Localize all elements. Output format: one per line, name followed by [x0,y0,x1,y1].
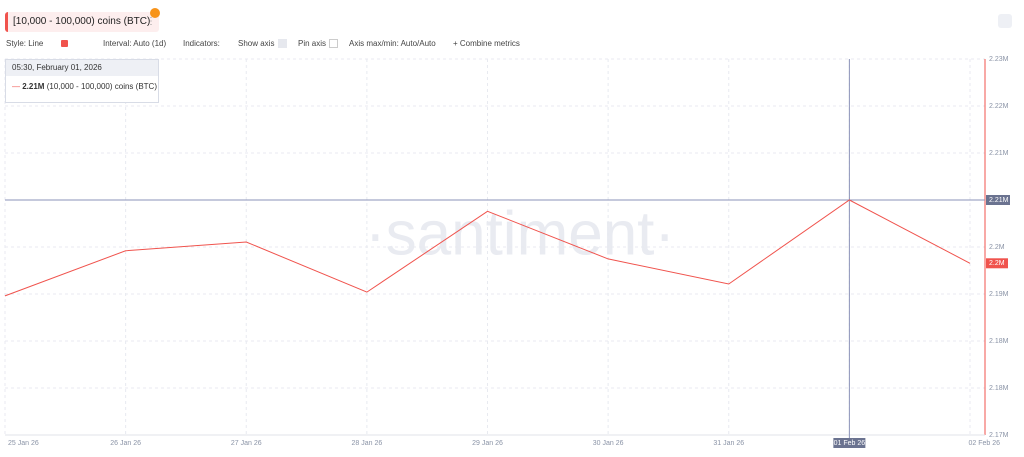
x-tick-label: 26 Jan 26 [110,440,141,447]
y-tick-label: 2.22M [989,103,1009,110]
x-tick-label: 25 Jan 26 [8,440,39,447]
checkbox[interactable] [329,39,338,48]
show-axis[interactable]: Show axis [238,39,275,48]
last-value-label: 2.2M [989,260,1005,267]
metric-name: [10,000 - 100,000) coins (BTC) [13,16,151,27]
line [4,199,971,297]
color-swatch[interactable] [61,40,68,47]
y-tick-label: 2.21M [989,150,1009,157]
more[interactable]: ⋮ [146,16,156,27]
x-tick-label: 01 Feb 26 [834,440,866,447]
last-value-box [986,258,1008,269]
crosshair-label: 2.21M [989,197,1009,204]
watermark: ·santiment· [365,199,675,268]
crosshair-box [986,195,1010,205]
indicators[interactable]: Indicators: [183,39,220,48]
x-tick-label: 31 Jan 26 [713,440,744,447]
x-tick-label: 30 Jan 26 [593,440,624,447]
style[interactable]: Style: Line [6,39,44,48]
y-tick-label: 2.18M [989,385,1009,392]
x-tick-label: 28 Jan 26 [352,440,383,447]
x-highlight [833,438,866,448]
settings[interactable] [998,14,1012,28]
x-tick-label: 02 Feb 26 [968,440,1000,447]
metric-chip[interactable]: [10,000 - 100,000) coins (BTC) ⋮ [5,12,159,32]
pin-axis[interactable]: Pin axis [298,39,327,48]
x-tick-label: 27 Jan 26 [231,440,262,447]
x-tick-label: 29 Jan 26 [472,440,503,447]
checkbox[interactable] [278,39,287,48]
y-tick-label: 2.23M [989,56,1009,63]
tooltip: 05:30, February 01, 2026 — 2.21M (10,000… [5,59,159,103]
tooltip-date: 05:30, February 01, 2026 [6,60,158,76]
y-tick-label: 2.17M [989,432,1009,439]
combine-metrics[interactable]: + Combine metrics [453,39,520,48]
interval[interactable]: Interval: Auto (1d) [103,39,167,48]
y-tick-label: 2.2M [989,244,1005,251]
badge [150,8,160,18]
tooltip-row: — 2.21M (10,000 - 100,000) coins (BTC) [12,82,157,91]
axis-minmax[interactable]: Axis max/min: Auto/Auto [349,39,436,48]
y-tick-label: 2.18M [989,338,1009,345]
tooltip-name: (10,000 - 100,000) coins (BTC) [46,82,157,91]
tooltip-value: 2.21M [22,82,45,91]
y-tick-label: 2.19M [989,291,1009,298]
